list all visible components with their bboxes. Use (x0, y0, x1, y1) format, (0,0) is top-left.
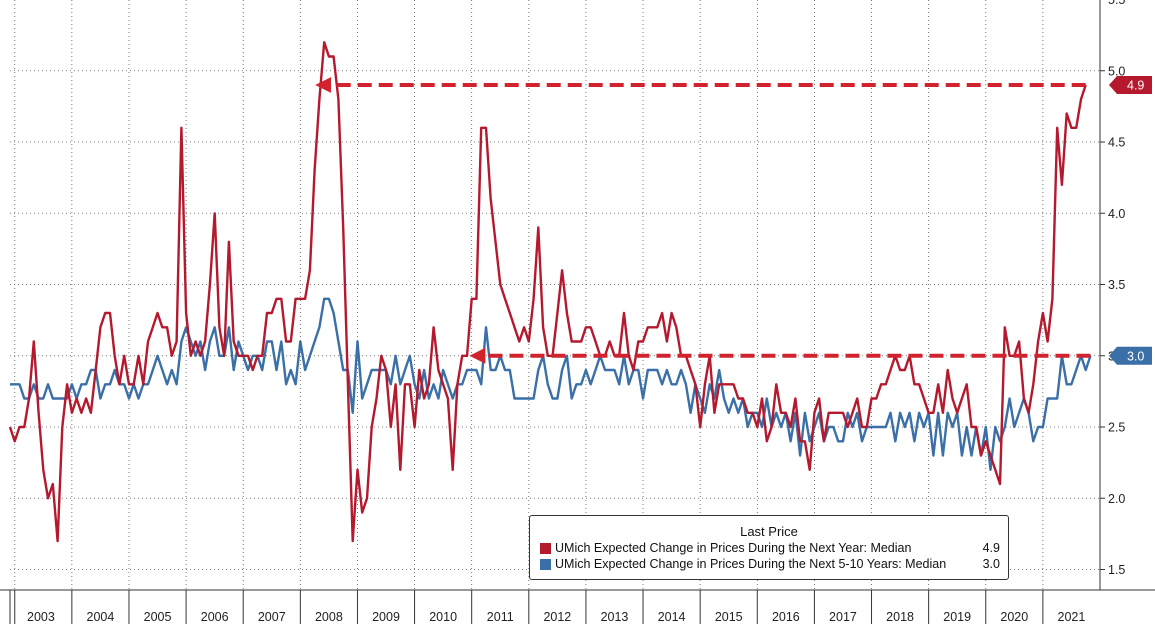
legend-value-next-year: 4.9 (982, 541, 1000, 555)
last-value-tag-bg (1109, 346, 1152, 365)
series-line-next-year (8, 41, 1087, 543)
y-tick-label: 2.0 (1108, 492, 1125, 506)
y-tick-label: 1.5 (1108, 563, 1125, 577)
legend-title: Last Price (740, 524, 798, 539)
x-tick-label: 2010 (429, 610, 457, 624)
x-tick-label: 2017 (829, 610, 857, 624)
y-tick-label: 3.5 (1108, 278, 1125, 292)
x-tick-label: 2011 (487, 610, 514, 624)
x-tick-label: 2008 (315, 610, 343, 624)
x-tick-label: 2006 (201, 610, 229, 624)
x-tick-label: 2009 (372, 610, 400, 624)
y-tick-label: 5.5 (1108, 0, 1125, 7)
legend-swatch-blue (540, 559, 551, 570)
legend-item-5-10-years: UMich Expected Change in Prices During t… (540, 557, 1000, 572)
last-value-tag-label: 3.0 (1127, 349, 1144, 363)
y-tick-label: 4.0 (1108, 207, 1125, 221)
x-tick-label: 2020 (1000, 610, 1028, 624)
last-value-tag-label: 4.9 (1127, 79, 1144, 93)
legend-label-next-year: UMich Expected Change in Prices During t… (555, 541, 912, 555)
x-tick-label: 2016 (772, 610, 800, 624)
x-tick-label: 2012 (543, 610, 571, 624)
x-tick-label: 2005 (144, 610, 172, 624)
x-tick-label: 2019 (943, 610, 971, 624)
x-tick-label: 2013 (601, 610, 629, 624)
legend-swatch-red (540, 543, 551, 554)
legend-value-5-10-years: 3.0 (982, 557, 1000, 571)
y-tick-label: 4.5 (1108, 136, 1125, 150)
x-tick-label: 2018 (886, 610, 914, 624)
last-value-tag-bg (1109, 76, 1152, 94)
x-tick-label: 2015 (715, 610, 743, 624)
last-value-tag-next-year: 4.9 (1109, 76, 1152, 94)
x-tick-label: 2007 (258, 610, 286, 624)
legend-item-next-year: UMich Expected Change in Prices During t… (540, 541, 1000, 556)
x-tick-label: 2004 (87, 610, 115, 624)
x-tick-label: 2003 (27, 610, 55, 624)
y-tick-label: 2.5 (1108, 421, 1125, 435)
x-tick-label: 2021 (1058, 610, 1086, 624)
legend: Last Price UMich Expected Change in Pric… (529, 515, 1009, 580)
x-tick-label: 2014 (658, 610, 686, 624)
last-value-tag-5-10-years: 3.0 (1109, 346, 1152, 365)
y-tick-label: 5.0 (1108, 64, 1125, 78)
legend-label-5-10-years: UMich Expected Change in Prices During t… (555, 557, 947, 571)
